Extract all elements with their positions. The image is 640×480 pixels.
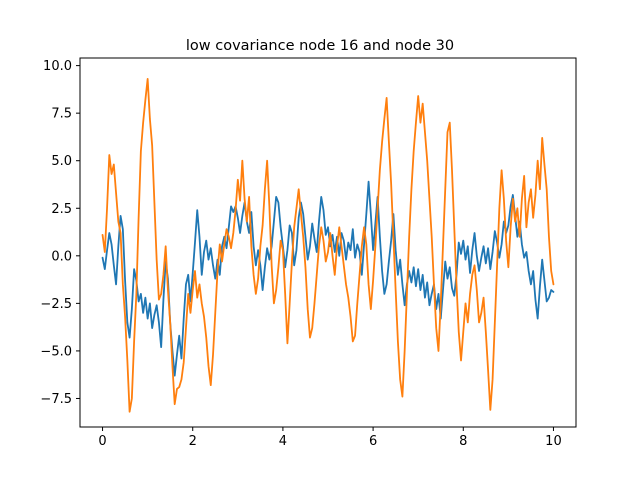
y-tick-label: −7.5	[40, 392, 72, 407]
x-tick-label: 6	[369, 434, 377, 449]
axis-ticks: 0 2 4 6 8 10 −7.5 −5.0 −2.5 0.0 2.5 5.0 7.5 10.0	[40, 59, 561, 449]
x-tick-label: 4	[279, 434, 287, 449]
x-tick-label: 0	[98, 434, 106, 449]
series-line-2	[101, 78, 555, 413]
series-line-1	[101, 180, 555, 377]
series-layer	[101, 78, 555, 413]
x-tick-label: 10	[545, 434, 562, 449]
y-tick-label: −5.0	[40, 344, 72, 359]
chart-title: low covariance node 16 and node 30	[186, 38, 454, 54]
plot-area-frame	[79, 57, 577, 428]
y-tick-label: 7.5	[51, 107, 72, 122]
y-tick-label: −2.5	[40, 297, 72, 312]
y-tick-label: 0.0	[51, 249, 72, 264]
y-tick-label: 2.5	[51, 202, 72, 217]
x-tick-label: 2	[189, 434, 197, 449]
x-tick-label: 8	[459, 434, 467, 449]
y-tick-label: 5.0	[51, 154, 72, 169]
y-tick-label: 10.0	[43, 59, 72, 74]
